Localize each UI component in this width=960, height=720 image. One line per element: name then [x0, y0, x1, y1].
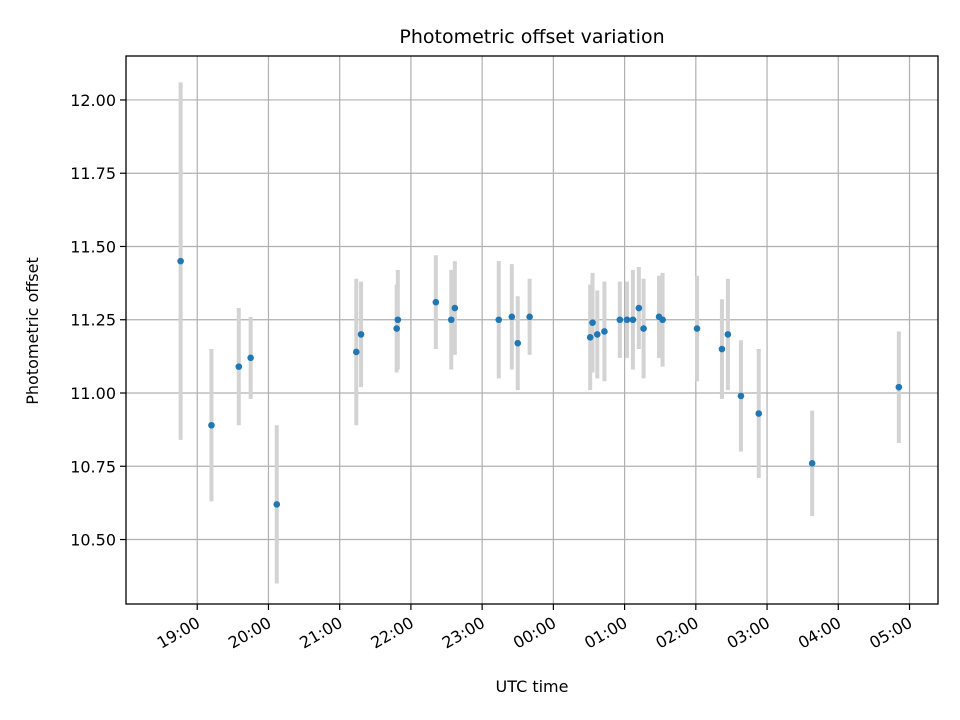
data-point	[895, 383, 903, 391]
data-points	[177, 257, 903, 508]
y-tick-label: 11.00	[70, 384, 116, 403]
data-point	[514, 339, 522, 347]
data-point	[451, 304, 459, 312]
data-point	[432, 298, 440, 306]
y-tick-label: 10.75	[70, 457, 116, 476]
data-point	[808, 460, 816, 467]
data-point	[353, 348, 360, 356]
data-point	[623, 316, 631, 324]
data-point	[508, 313, 516, 321]
data-point	[273, 501, 281, 508]
y-tick-label: 11.50	[70, 237, 116, 256]
y-tick-label: 12.00	[70, 91, 116, 110]
data-point	[526, 313, 533, 321]
data-point	[601, 328, 608, 335]
chart-title: Photometric offset variation	[399, 26, 664, 48]
data-point	[447, 316, 455, 324]
y-axis: 10.50 10.75 11.00 11.25 11.50 11.75 12.00	[70, 91, 126, 550]
y-tick-label: 11.25	[70, 311, 116, 330]
data-point	[394, 316, 402, 324]
data-point	[693, 325, 701, 332]
data-point	[357, 331, 365, 338]
data-point	[737, 392, 745, 400]
data-point	[659, 316, 666, 324]
data-point	[208, 421, 215, 429]
y-axis-title: Photometric offset	[23, 257, 42, 405]
x-axis-title: UTC time	[496, 677, 569, 696]
data-point	[495, 316, 503, 324]
data-point	[755, 410, 763, 417]
data-point	[724, 331, 732, 338]
data-point	[593, 331, 601, 338]
data-point	[235, 363, 243, 370]
grid	[126, 56, 938, 604]
data-point	[586, 334, 594, 341]
data-point	[640, 325, 647, 332]
data-point	[629, 316, 637, 324]
data-point	[177, 257, 184, 265]
data-point	[635, 304, 643, 312]
y-tick-label: 11.75	[70, 164, 116, 183]
data-point	[616, 316, 624, 324]
data-point	[247, 354, 254, 362]
y-tick-label: 10.50	[70, 531, 116, 550]
plot-frame	[125, 55, 939, 605]
data-point	[589, 319, 596, 326]
data-point	[718, 345, 726, 353]
data-point	[393, 325, 400, 332]
